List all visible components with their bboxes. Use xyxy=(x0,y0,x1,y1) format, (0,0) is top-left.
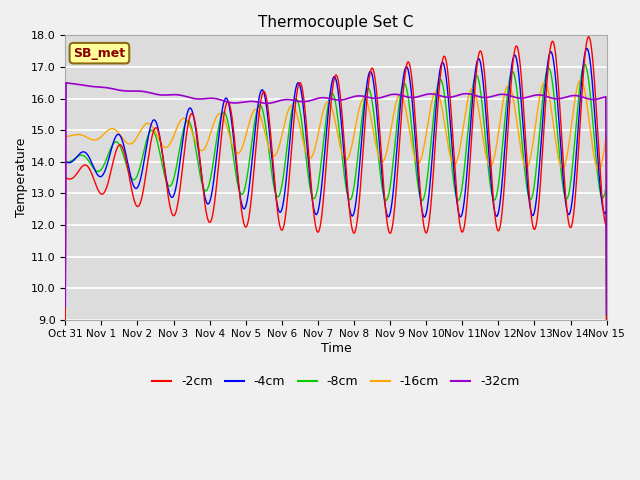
X-axis label: Time: Time xyxy=(321,342,351,355)
Title: Thermocouple Set C: Thermocouple Set C xyxy=(258,15,413,30)
Y-axis label: Temperature: Temperature xyxy=(15,138,28,217)
Legend: -2cm, -4cm, -8cm, -16cm, -32cm: -2cm, -4cm, -8cm, -16cm, -32cm xyxy=(147,370,525,393)
Text: SB_met: SB_met xyxy=(74,47,125,60)
